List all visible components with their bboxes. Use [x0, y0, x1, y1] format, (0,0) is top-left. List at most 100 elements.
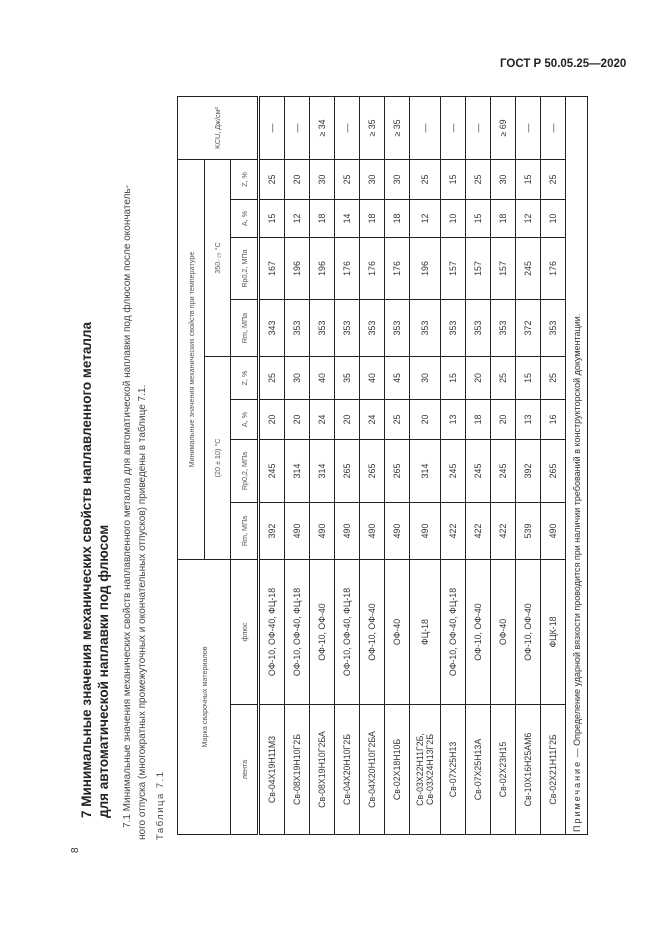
- heading-line: 7 Минимальные значения механических свой…: [79, 322, 94, 818]
- table-cell: ≥ 69: [490, 96, 516, 160]
- table-cell: 20: [334, 399, 360, 440]
- table-cell: 539: [515, 502, 541, 560]
- table-cell: 20: [409, 399, 441, 440]
- table-note: Примечание — Определение ударной вязкост…: [565, 96, 588, 835]
- section-heading: 7 Минимальные значения механических свой…: [78, 322, 112, 818]
- table-cell: 392: [515, 439, 541, 503]
- table-cell: 265: [384, 439, 410, 503]
- table-cell: 196: [309, 237, 335, 300]
- table-cell: 343: [258, 299, 285, 357]
- table-cell: 14: [334, 199, 360, 238]
- table-cell: ОФ-10, ОФ-40: [359, 559, 385, 705]
- table-cell: 30: [359, 159, 385, 200]
- table-cell: ФЦК-18: [540, 559, 566, 705]
- table-cell: 157: [465, 237, 491, 300]
- table-cell: 30: [490, 159, 516, 200]
- paragraph: 7.1 Минимальные значения механических св…: [120, 100, 150, 840]
- table-cell: 16: [540, 399, 566, 440]
- table-cell: 245: [465, 439, 491, 503]
- table-cell: 245: [490, 439, 516, 503]
- header-z: Z, %: [230, 159, 259, 200]
- page-number: 8: [70, 847, 81, 853]
- table-cell: 25: [384, 399, 410, 440]
- table-row: Св-04Х20Н10Г2БА ОФ-10, ОФ-40 490 265 24 40 353…: [359, 96, 385, 835]
- table-cell: —: [284, 96, 310, 160]
- header-materials: Марка сварочных материалов: [177, 559, 231, 835]
- table-cell: 18: [359, 199, 385, 238]
- table-cell: 25: [258, 159, 285, 200]
- table-cell: 35: [334, 356, 360, 400]
- table-cell: 314: [409, 439, 441, 503]
- properties-table: Марка сварочных материалов Минимальные з…: [177, 96, 588, 835]
- table-cell: 18: [465, 399, 491, 440]
- table-cell: 353: [409, 299, 441, 357]
- table-cell: 490: [384, 502, 410, 560]
- table-cell: 167: [258, 237, 285, 300]
- table-cell: 490: [309, 502, 335, 560]
- table-row: Св-08Х19Н10Г2БА ОФ-10, ОФ-40 490 314 24 40 353…: [309, 96, 335, 835]
- table-cell: 422: [465, 502, 491, 560]
- header-a: A, %: [230, 399, 259, 440]
- table-cell: 12: [409, 199, 441, 238]
- table-row: Св-02Х18Н10Б ОФ-40 490 265 25 45 353 176 18 30 ≥ 3…: [384, 96, 410, 835]
- table-cell: 15: [258, 199, 285, 238]
- table-cell: ОФ-10, ОФ-40, ФЦ-18: [258, 559, 285, 705]
- table-cell: Св-07Х25Н13А: [465, 704, 491, 835]
- table-cell: 25: [334, 159, 360, 200]
- table-cell: 24: [359, 399, 385, 440]
- table-cell: 422: [490, 502, 516, 560]
- table-cell: ОФ-10, ОФ-40, ФЦ-18: [334, 559, 360, 705]
- table-cell: 490: [334, 502, 360, 560]
- table-cell: —: [409, 96, 441, 160]
- table-cell: 422: [440, 502, 466, 560]
- table-cell: 30: [384, 159, 410, 200]
- table-cell: Св-02Х23Н15: [490, 704, 516, 835]
- table-cell: Св-02Х18Н10Б: [384, 704, 410, 835]
- header-kcu: KCU, Дж/см²: [177, 96, 259, 160]
- table-row: Св-07Х25Н13 ОФ-10, ОФ-40, ФЦ-18 422 245 13 15…: [440, 96, 466, 835]
- table-cell: 176: [540, 237, 566, 300]
- table-cell: 196: [284, 237, 310, 300]
- table-cell: ОФ-10, ОФ-40, ФЦ-18: [284, 559, 310, 705]
- header-rp: Rp0,2, МПа: [230, 237, 259, 300]
- table-cell: 392: [258, 502, 285, 560]
- header-tape: лента: [230, 704, 259, 835]
- table-cell: 490: [540, 502, 566, 560]
- table-cell: 157: [490, 237, 516, 300]
- table-cell: 25: [258, 356, 285, 400]
- table-caption: Таблица 7.1: [155, 770, 166, 840]
- note-text: — Определение ударной вязкости проводитс…: [571, 313, 582, 760]
- table-cell: 20: [284, 399, 310, 440]
- table-cell: 30: [409, 356, 441, 400]
- table-cell: 12: [284, 199, 310, 238]
- table-cell: 25: [409, 159, 441, 200]
- table-cell: Св-04Х20Н10Г2БА: [359, 704, 385, 835]
- header-flux: флюс: [230, 559, 259, 705]
- table-cell: 353: [465, 299, 491, 357]
- table-cell: 18: [309, 199, 335, 238]
- table-cell: ОФ-10, ОФ-40: [309, 559, 335, 705]
- header-temp-350: 350₋₂₅ °С: [204, 159, 231, 357]
- table-cell: ОФ-40: [384, 559, 410, 705]
- table-cell: Св-03Х22Н11Г2Б, Св-03Х24Н13Г2Б: [409, 704, 441, 835]
- table-row: Св-10Х16Н25АМ6 ОФ-10, ОФ-40 539 392 13 15 372 2…: [515, 96, 541, 835]
- table-cell: 353: [309, 299, 335, 357]
- table-cell: 30: [284, 356, 310, 400]
- note-label: Примечание: [571, 759, 582, 832]
- table-cell: 25: [465, 159, 491, 200]
- table-cell: 15: [440, 159, 466, 200]
- table-cell: 20: [490, 399, 516, 440]
- table-cell: 265: [334, 439, 360, 503]
- table-cell: 353: [490, 299, 516, 357]
- table-cell: ≥ 34: [309, 96, 335, 160]
- header-rm: Rm, МПа: [230, 502, 259, 560]
- table-cell: 353: [284, 299, 310, 357]
- table-cell: Св-02Х21Н11Г2Б: [540, 704, 566, 835]
- table-cell: 353: [359, 299, 385, 357]
- table-cell: 45: [384, 356, 410, 400]
- header-rp: Rp0,2, МПа: [230, 439, 259, 503]
- table-cell: ОФ-10, ОФ-40, ФЦ-18: [440, 559, 466, 705]
- table-cell: 10: [540, 199, 566, 238]
- table-cell: 245: [440, 439, 466, 503]
